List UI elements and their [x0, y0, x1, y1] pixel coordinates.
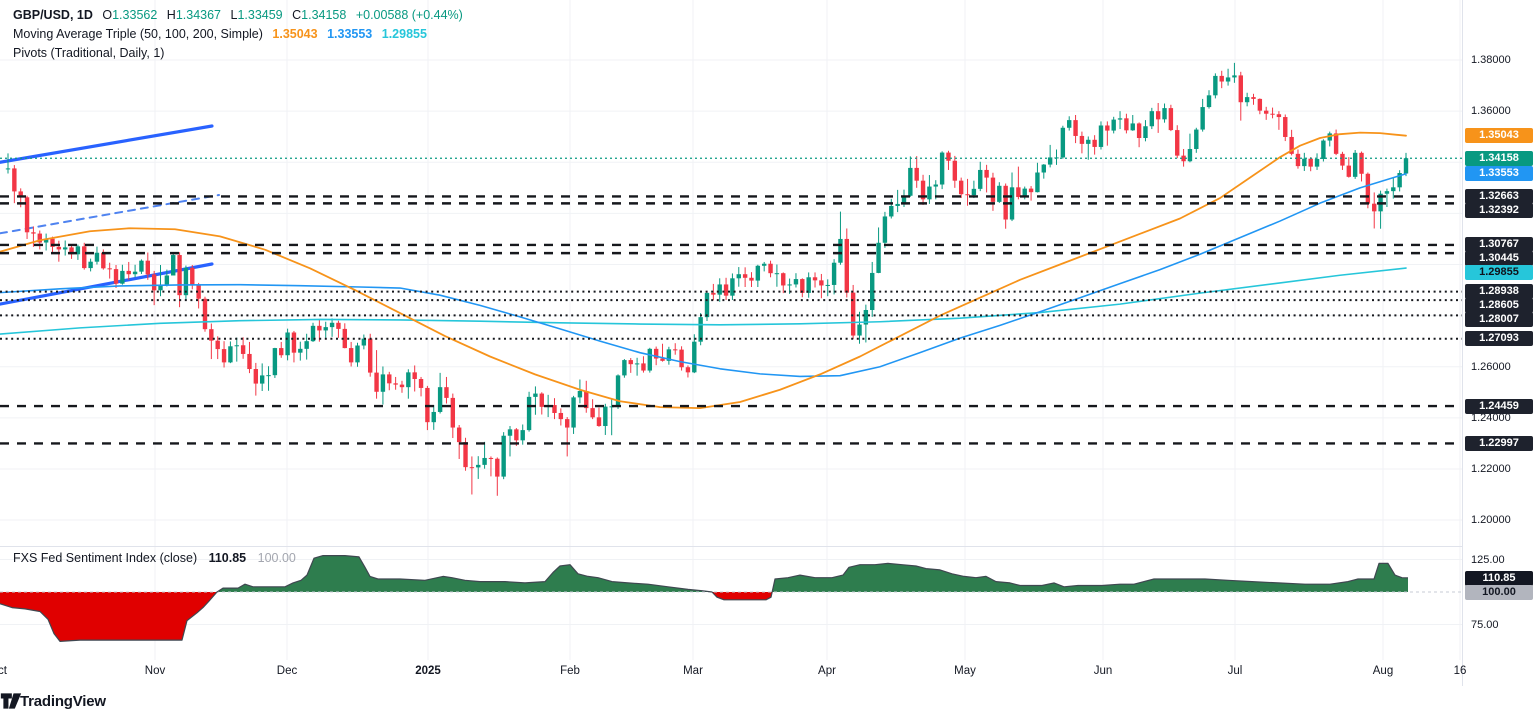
open-value: 1.33562 — [112, 8, 158, 22]
pivot-price-label: 1.24459 — [1465, 398, 1533, 414]
price-tick-label: 1.36000 — [1471, 105, 1511, 118]
time-tick-label: Feb — [560, 665, 580, 677]
price-tick-label: 1.26000 — [1471, 360, 1511, 373]
open-label: O — [102, 8, 113, 22]
legend-pivots-row[interactable]: Pivots (Traditional, Daily, 1) — [13, 44, 469, 63]
time-tick-label: Jul — [1227, 665, 1243, 677]
low-value: 1.33459 — [237, 8, 283, 22]
ma200-value: 1.29855 — [381, 27, 427, 41]
main-chart-pane[interactable] — [0, 0, 1462, 546]
last-price-label: 1.34158 — [1465, 150, 1533, 166]
bottom-toolbar: TradingView — [0, 686, 1536, 716]
price-tick-label: 1.22000 — [1471, 462, 1511, 475]
price-tick-label: 1.24000 — [1471, 411, 1511, 424]
time-tick-label: Nov — [144, 665, 166, 677]
close-label: C — [292, 8, 302, 22]
close-value: 1.34158 — [301, 8, 347, 22]
sentiment-value: 110.85 — [208, 551, 247, 565]
pivot-price-label: 1.28605 — [1465, 298, 1533, 314]
pivot-price-label: 1.32663 — [1465, 188, 1533, 204]
sentiment-base-value: 100.00 — [257, 551, 296, 565]
time-axis[interactable]: Oct Nov Dec 2025 Feb Mar Apr May Jun Jul Aug 16 — [0, 660, 1466, 686]
time-tick-label: 16 — [1453, 665, 1467, 677]
time-tick-label: Jun — [1093, 665, 1113, 677]
price-axis[interactable]: 1.38000 1.36000 1.26000 1.24000 1.22000 1.200… — [1462, 0, 1536, 686]
sentiment-tick-label: 75.00 — [1471, 618, 1499, 631]
pivot-price-label: 1.28007 — [1465, 312, 1533, 328]
pivot-price-label: 1.28938 — [1465, 284, 1533, 300]
legend-symbol-row[interactable]: GBP/USD, 1D O1.33562 H1.34367 L1.33459 C… — [13, 6, 469, 25]
time-tick-label: Oct — [0, 665, 7, 677]
ma100-price-label: 1.33553 — [1465, 166, 1533, 182]
pivot-price-label: 1.30767 — [1465, 237, 1533, 253]
pane-separator[interactable] — [0, 546, 1536, 547]
pivots-indicator-title: Pivots (Traditional, Daily, 1) — [13, 46, 165, 60]
high-label: H — [166, 8, 176, 22]
pivot-price-label: 1.22997 — [1465, 435, 1533, 451]
ma50-value: 1.35043 — [272, 27, 318, 41]
price-tick-label: 1.38000 — [1471, 54, 1511, 67]
time-tick-label: 2025 — [415, 665, 441, 677]
high-value: 1.34367 — [175, 8, 221, 22]
time-tick-label: Aug — [1372, 665, 1394, 677]
tradingview-logo-text: TradingView — [20, 692, 106, 710]
tradingview-logo-icon — [0, 693, 22, 709]
sentiment-indicator-title: FXS Fed Sentiment Index (close) — [13, 551, 198, 565]
low-label: L — [230, 8, 238, 22]
time-tick-label: Mar — [683, 665, 703, 677]
legend-main: GBP/USD, 1D O1.33562 H1.34367 L1.33459 C… — [13, 6, 469, 63]
sentiment-tick-label: 125.00 — [1471, 553, 1505, 566]
time-tick-label: Dec — [276, 665, 298, 677]
legend-ma-row[interactable]: Moving Average Triple (50, 100, 200, Sim… — [13, 25, 469, 44]
change-value: +0.00588 (+0.44%) — [355, 8, 463, 22]
time-tick-label: May — [954, 665, 976, 677]
tradingview-logo[interactable]: TradingView — [0, 692, 106, 710]
ma100-value: 1.33553 — [327, 27, 373, 41]
pivot-price-label: 1.30445 — [1465, 251, 1533, 267]
sentiment-value-label: 110.85 — [1465, 570, 1533, 586]
ma50-price-label: 1.35043 — [1465, 128, 1533, 144]
pivot-price-label: 1.32392 — [1465, 202, 1533, 218]
symbol-title: GBP/USD, 1D — [13, 8, 93, 22]
ma-indicator-title: Moving Average Triple (50, 100, 200, Sim… — [13, 27, 263, 41]
sentiment-pane[interactable] — [0, 546, 1462, 660]
price-tick-label: 1.20000 — [1471, 514, 1511, 527]
legend-sentiment[interactable]: FXS Fed Sentiment Index (close) 110.85 1… — [13, 551, 296, 565]
ma200-price-label: 1.29855 — [1465, 265, 1533, 281]
time-tick-label: Apr — [818, 665, 836, 677]
pivot-price-label: 1.27093 — [1465, 331, 1533, 347]
sentiment-base-label: 100.00 — [1465, 585, 1533, 600]
